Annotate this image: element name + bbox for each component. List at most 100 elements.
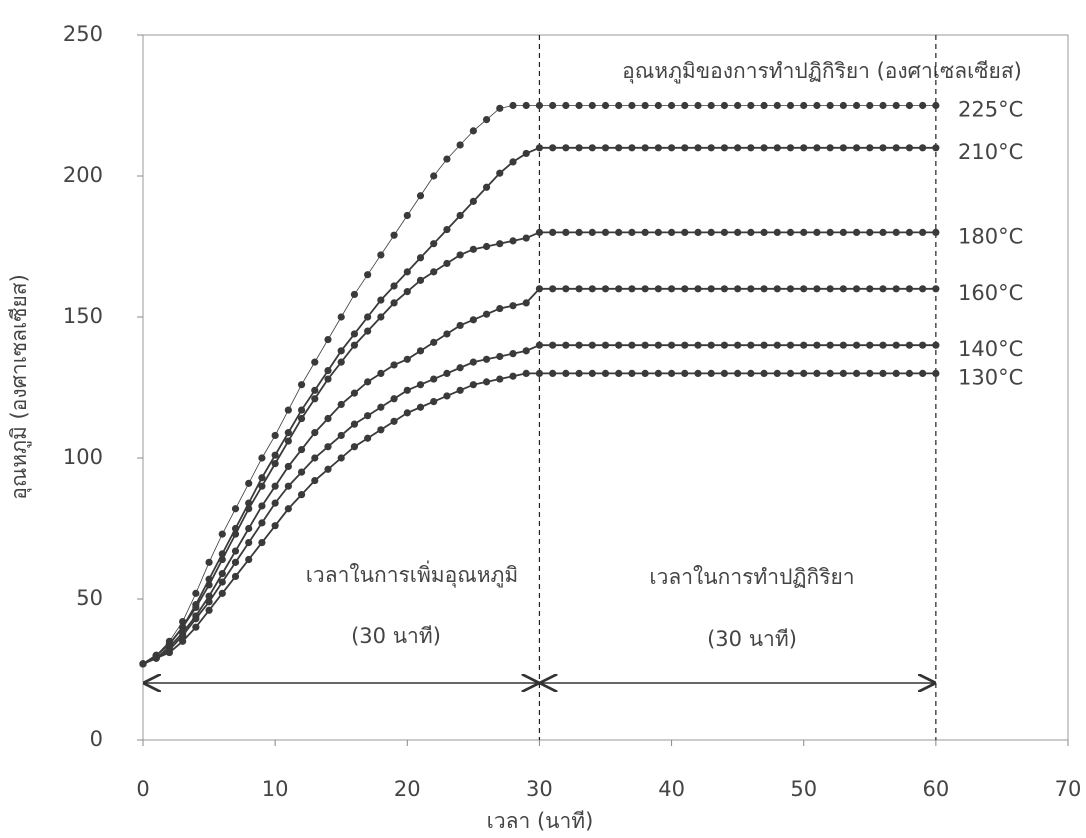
data-point [708, 342, 715, 349]
data-point [932, 102, 939, 109]
data-point [681, 370, 688, 377]
data-point [787, 144, 794, 151]
y-tick-label: 250 [63, 22, 103, 46]
data-point [430, 240, 437, 247]
data-point [840, 229, 847, 236]
series-label: 130°C [958, 365, 1023, 389]
data-point [866, 285, 873, 292]
data-point [496, 353, 503, 360]
data-point [179, 638, 186, 645]
data-point [219, 590, 226, 597]
data-point [272, 522, 279, 529]
data-point [655, 144, 662, 151]
data-point [747, 229, 754, 236]
data-point [549, 229, 556, 236]
data-point [853, 285, 860, 292]
data-point [827, 370, 834, 377]
data-point [338, 454, 345, 461]
data-point [866, 102, 873, 109]
data-point [800, 229, 807, 236]
data-point [338, 347, 345, 354]
data-point [166, 649, 173, 656]
data-point [562, 229, 569, 236]
data-point [575, 370, 582, 377]
data-point [747, 342, 754, 349]
data-point [245, 556, 252, 563]
data-point [311, 395, 318, 402]
data-point [417, 404, 424, 411]
data-point [932, 370, 939, 377]
data-point [787, 102, 794, 109]
data-point [258, 502, 265, 509]
data-point [708, 370, 715, 377]
data-point [509, 102, 516, 109]
data-point [734, 342, 741, 349]
data-point [575, 285, 582, 292]
data-point [827, 144, 834, 151]
data-point [470, 359, 477, 366]
data-point [483, 243, 490, 250]
data-point [787, 229, 794, 236]
data-point [760, 285, 767, 292]
data-point [351, 443, 358, 450]
series-label: 140°C [958, 337, 1023, 361]
data-point [483, 378, 490, 385]
data-point [430, 339, 437, 346]
data-point [787, 342, 794, 349]
data-point [192, 604, 199, 611]
data-point [311, 387, 318, 394]
data-point [774, 229, 781, 236]
data-point [694, 370, 701, 377]
data-point [324, 375, 331, 382]
data-point [417, 192, 424, 199]
data-point [272, 460, 279, 467]
data-point [893, 229, 900, 236]
data-point [615, 342, 622, 349]
x-tick-label: 40 [658, 777, 685, 801]
data-point [377, 296, 384, 303]
data-point [760, 144, 767, 151]
data-point [245, 525, 252, 532]
data-point [879, 342, 886, 349]
data-point [338, 359, 345, 366]
data-point [615, 370, 622, 377]
data-point [575, 342, 582, 349]
data-point [232, 505, 239, 512]
data-point [813, 102, 820, 109]
data-point [404, 409, 411, 416]
data-point [285, 483, 292, 490]
y-tick-label: 100 [63, 445, 103, 469]
data-point [377, 251, 384, 258]
data-point [747, 102, 754, 109]
data-point [866, 370, 873, 377]
data-point [681, 342, 688, 349]
data-point [390, 232, 397, 239]
data-point [642, 370, 649, 377]
data-point [760, 102, 767, 109]
data-point [655, 342, 662, 349]
data-point [390, 299, 397, 306]
data-point [893, 144, 900, 151]
data-point [734, 229, 741, 236]
data-point [893, 285, 900, 292]
data-point [390, 282, 397, 289]
y-tick-label: 200 [63, 163, 103, 187]
data-point [258, 483, 265, 490]
data-point [509, 373, 516, 380]
data-point [258, 539, 265, 546]
data-point [430, 172, 437, 179]
data-point [813, 370, 820, 377]
x-tick-label: 10 [262, 777, 289, 801]
data-point [272, 500, 279, 507]
data-point [827, 285, 834, 292]
data-point [404, 268, 411, 275]
data-point [298, 406, 305, 413]
data-point [430, 268, 437, 275]
data-point [536, 229, 543, 236]
data-point [774, 342, 781, 349]
data-point [404, 387, 411, 394]
annotation: เวลาในการทำปฏิกิริยา [649, 565, 854, 589]
data-point [536, 144, 543, 151]
data-point [681, 285, 688, 292]
x-tick-label: 60 [922, 777, 949, 801]
